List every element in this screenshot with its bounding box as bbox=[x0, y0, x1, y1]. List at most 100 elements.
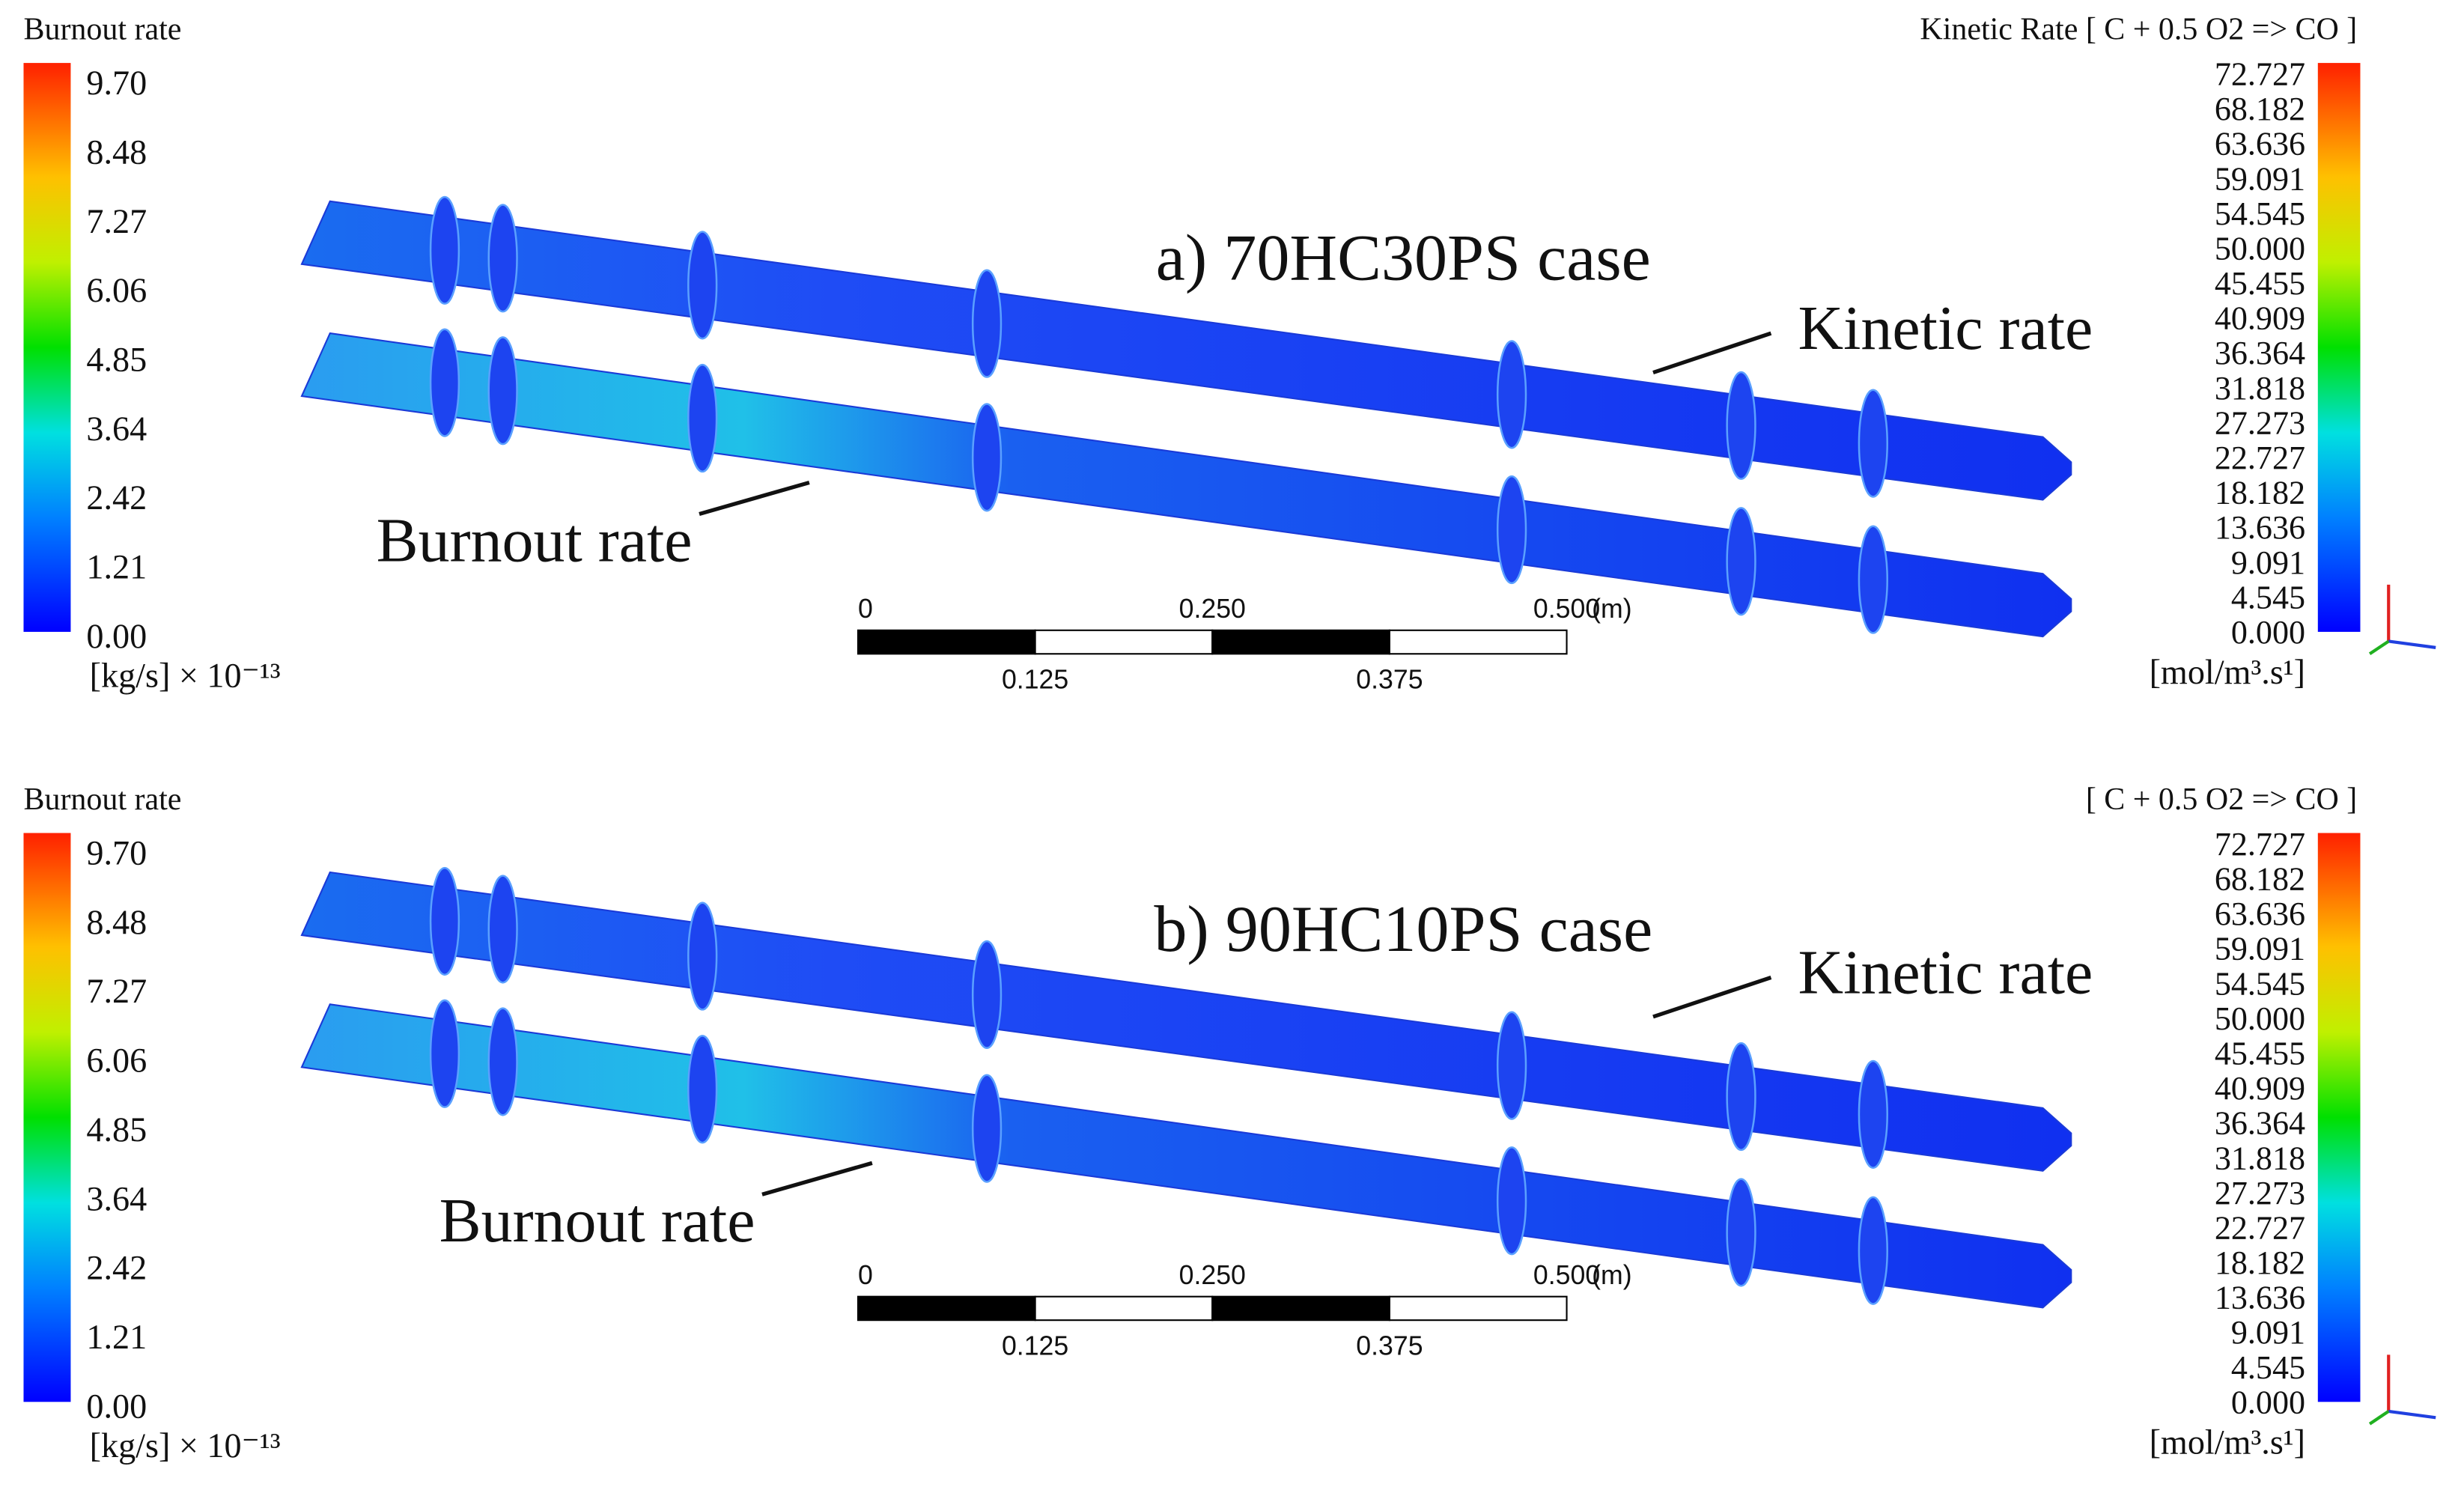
scale-unit: [mol/m³.s¹] bbox=[2150, 653, 2305, 691]
scale-bar-segment bbox=[1034, 1295, 1214, 1322]
tube-ring bbox=[1858, 1059, 1888, 1169]
scale-bar-segment bbox=[857, 629, 1036, 655]
tube-ring bbox=[1858, 389, 1888, 498]
scale-tick-label: 40.909 bbox=[2215, 300, 2305, 337]
scale-tick-label: 18.182 bbox=[2215, 1244, 2305, 1281]
scale-bar-label: 0.500 bbox=[1533, 594, 1600, 624]
scale-tick-label: 50.000 bbox=[2215, 1000, 2305, 1037]
scale-tick-label: 59.091 bbox=[2215, 160, 2305, 197]
tube-ring bbox=[971, 940, 1003, 1049]
scale-bar-unit: (m) bbox=[1592, 1260, 1631, 1290]
scale-bar-label: 0.500 bbox=[1533, 1260, 1600, 1290]
tube-ring bbox=[971, 269, 1003, 378]
tube-ring bbox=[487, 1007, 518, 1116]
scale-bar-segment bbox=[1388, 629, 1568, 655]
scale-tick-label: 4.545 bbox=[2231, 1349, 2305, 1386]
scale-tick-label: 40.909 bbox=[2215, 1070, 2305, 1107]
panel: Burnout rate 9.70 8.48 7.27 6.06 4.85 3.64 2.42… bbox=[23, 13, 2436, 694]
leader-line bbox=[1652, 331, 1772, 375]
axis-triad bbox=[2388, 639, 2436, 649]
scale-tick-label: 0.000 bbox=[2231, 614, 2305, 651]
scale-tick-label: 3.64 bbox=[86, 410, 147, 448]
tube-ring bbox=[487, 336, 518, 446]
tube-ring bbox=[429, 195, 460, 305]
scale-tick-label: 7.27 bbox=[86, 202, 147, 240]
scale-tick-label: 9.091 bbox=[2231, 1314, 2305, 1351]
scale-tick-label: 45.455 bbox=[2215, 1035, 2305, 1071]
tube-ring bbox=[1726, 1178, 1756, 1287]
scale-unit: [kg/s] × 10⁻¹³ bbox=[90, 656, 281, 694]
tube-ring bbox=[1726, 371, 1756, 480]
color-bar bbox=[23, 63, 71, 632]
tube-ring bbox=[1726, 507, 1756, 616]
case-caption: b) 90HC10PS case bbox=[1154, 893, 1652, 966]
scale-tick-label: 50.000 bbox=[2215, 230, 2305, 267]
annotation: Burnout rate bbox=[439, 1186, 755, 1256]
scale-tick-label: 8.48 bbox=[86, 133, 147, 171]
scale-tick-label: 6.06 bbox=[86, 271, 147, 309]
scale-bar-label: 0.125 bbox=[1002, 1331, 1068, 1360]
scale-bar-segment bbox=[1211, 629, 1390, 655]
scale-tick-label: 4.85 bbox=[86, 340, 147, 378]
axis-triad bbox=[2368, 639, 2390, 656]
annotation: Burnout rate bbox=[377, 505, 693, 575]
tube-ring bbox=[487, 875, 518, 984]
annotation: Kinetic rate bbox=[1798, 937, 2093, 1007]
scale-tick-label: 6.06 bbox=[86, 1042, 147, 1080]
scale-tick-label: 0.000 bbox=[2231, 1384, 2305, 1420]
leader-line bbox=[1652, 975, 1772, 1019]
scale-tick-label: 4.85 bbox=[86, 1110, 147, 1149]
scale-tick-label: 45.455 bbox=[2215, 265, 2305, 302]
scale-bar-label: 0.125 bbox=[1002, 664, 1068, 694]
tube-ring bbox=[1496, 1011, 1527, 1120]
scale-tick-label: 9.091 bbox=[2231, 544, 2305, 581]
scale-tick-label: 22.727 bbox=[2215, 440, 2305, 476]
color-bar bbox=[2317, 833, 2361, 1402]
scale-title: Kinetic Rate [ C + 0.5 O2 => CO ] bbox=[1920, 13, 2357, 47]
scale-bar-label: 0.250 bbox=[1179, 1260, 1246, 1290]
scale-title: [ C + 0.5 O2 => CO ] bbox=[2086, 782, 2357, 817]
axis-triad bbox=[2368, 1410, 2390, 1426]
tube-ring bbox=[1726, 1042, 1756, 1152]
scale-unit: [kg/s] × 10⁻¹³ bbox=[90, 1426, 281, 1465]
scale-bar-unit: (m) bbox=[1592, 594, 1631, 624]
scale-tick-label: 4.545 bbox=[2231, 579, 2305, 615]
scale-tick-label: 54.545 bbox=[2215, 195, 2305, 232]
tube bbox=[300, 332, 2072, 638]
scale-tick-label: 18.182 bbox=[2215, 475, 2305, 511]
tube-ring bbox=[429, 866, 460, 976]
scale-tick-label: 63.636 bbox=[2215, 126, 2305, 162]
scale-tick-label: 27.273 bbox=[2215, 1175, 2305, 1211]
scale-tick-label: 2.42 bbox=[86, 478, 147, 517]
annotation: Kinetic rate bbox=[1798, 294, 2093, 363]
scale-tick-label: 54.545 bbox=[2215, 965, 2305, 1002]
scale-tick-label: 68.182 bbox=[2215, 861, 2305, 898]
tube bbox=[300, 871, 2072, 1172]
scale-tick-label: 8.48 bbox=[86, 903, 147, 941]
scale-tick-label: 9.70 bbox=[86, 834, 147, 872]
tube-ring bbox=[687, 363, 718, 473]
tube-ring bbox=[487, 204, 518, 313]
scale-tick-label: 0.00 bbox=[86, 617, 147, 655]
scale-title: Burnout rate bbox=[23, 782, 181, 817]
tube bbox=[300, 200, 2072, 501]
color-bar bbox=[23, 833, 71, 1402]
scale-tick-label: 36.364 bbox=[2215, 1105, 2305, 1142]
tube-ring bbox=[971, 403, 1003, 512]
scale-bar-label: 0 bbox=[858, 1260, 873, 1290]
panel: Burnout rate 9.70 8.48 7.27 6.06 4.85 3.64 2.42… bbox=[23, 782, 2436, 1465]
tube-ring bbox=[1496, 475, 1527, 585]
scale-tick-label: 9.70 bbox=[86, 64, 147, 102]
scale-tick-label: 59.091 bbox=[2215, 931, 2305, 967]
scale-tick-label: 31.818 bbox=[2215, 370, 2305, 407]
scale-tick-label: 1.21 bbox=[86, 1318, 147, 1356]
scale-bar-label: 0.375 bbox=[1356, 1331, 1423, 1360]
leader-line bbox=[761, 1161, 873, 1196]
scale-bar-segment bbox=[1211, 1295, 1390, 1322]
leader-line bbox=[699, 480, 810, 516]
tube-ring bbox=[1496, 340, 1527, 449]
tube-ring bbox=[687, 231, 718, 340]
case-caption: a) 70HC30PS case bbox=[1156, 222, 1651, 295]
